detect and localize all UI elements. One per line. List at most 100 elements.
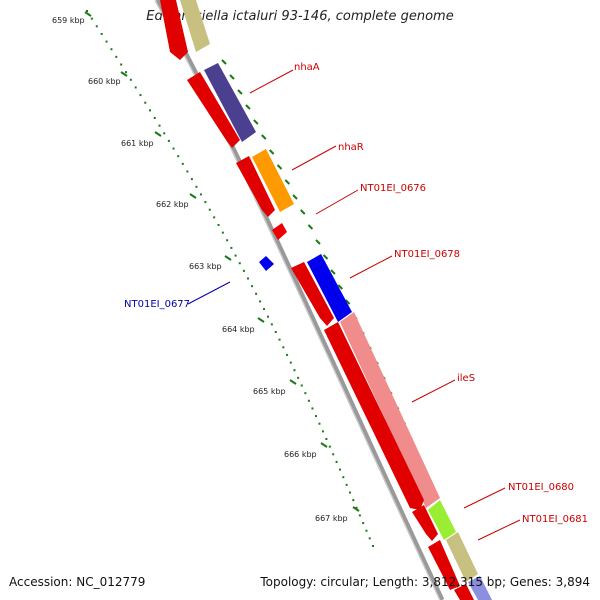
scale-dash	[229, 74, 235, 80]
scale-dot	[321, 430, 324, 433]
scale-dot	[345, 483, 348, 486]
kbp-label: 664 kbp	[222, 325, 255, 334]
scale-dot	[293, 369, 296, 372]
kbp-label: 660 kbp	[88, 77, 121, 86]
topology-text: Topology: circular; Length: 3,812,315 bp…	[260, 575, 590, 589]
scale-dash	[307, 224, 314, 230]
scale-dot	[266, 315, 269, 318]
scale-dot	[90, 17, 93, 20]
scale-dot	[311, 407, 314, 410]
kbp-major-tick	[120, 71, 128, 77]
genome-title: Edwardsiella ictaluri 93-146, complete g…	[146, 9, 454, 24]
scale-dot	[230, 246, 233, 249]
scale-dot	[181, 162, 184, 165]
kbp-major-tick	[289, 379, 297, 385]
kbp-label: 667 kbp	[315, 514, 348, 523]
gene-label-NT01EI_0676: NT01EI_0676	[360, 183, 426, 194]
scale-dot	[129, 78, 132, 81]
scale-dot	[247, 277, 249, 280]
scale-dash	[237, 89, 243, 95]
scale-dot	[289, 361, 292, 364]
scale-dot	[153, 117, 156, 119]
scale-dot	[372, 545, 374, 547]
scale-dot	[120, 63, 123, 66]
genome-backbone	[154, 0, 445, 600]
scale-dot	[297, 376, 300, 379]
scale-dot	[86, 10, 88, 12]
kbp-label: 663 kbp	[189, 262, 222, 271]
feature-red-nhaR-cds	[236, 156, 275, 217]
scale-dot	[274, 331, 277, 333]
scale-dot	[172, 147, 175, 150]
scale-dash	[245, 104, 251, 110]
feature-bottom-edge-1	[454, 584, 474, 600]
scale-dot	[348, 491, 351, 494]
scale-dot	[342, 476, 345, 479]
scale-dot	[217, 224, 220, 226]
feature-red-ileS-cds	[291, 262, 334, 326]
scale-dot	[318, 422, 321, 425]
kbp-major-tick	[84, 11, 92, 17]
scale-dash	[322, 254, 329, 260]
scale-dash	[344, 299, 351, 305]
gene-label-NT01EI_0678: NT01EI_0678	[394, 249, 460, 260]
scale-dot	[190, 178, 193, 181]
feature-red-bottom-2	[428, 540, 460, 590]
scale-dot	[352, 499, 355, 502]
scale-dash	[330, 269, 336, 275]
scale-dot	[208, 208, 211, 211]
scale-dot	[242, 269, 245, 272]
scale-dash	[284, 179, 291, 185]
kbp-major-tick	[154, 131, 162, 137]
feature-partial-khaki-top	[180, 0, 210, 52]
kbp-label: 665 kbp	[253, 387, 286, 396]
scale-dot	[177, 155, 180, 158]
scale-dot	[365, 529, 368, 532]
scale-dot	[199, 193, 202, 196]
scale-dot	[307, 399, 310, 402]
scale-dot	[167, 139, 170, 142]
scale-dot	[139, 94, 142, 97]
kbp-label: 659 kbp	[52, 16, 85, 25]
scale-dot	[204, 201, 207, 204]
scale-dot	[358, 514, 361, 517]
scale-dot	[234, 254, 237, 257]
scale-dot	[314, 415, 317, 418]
scale-dot	[221, 231, 224, 234]
feature-NT01EI_0676	[272, 223, 287, 240]
kbp-label: 661 kbp	[121, 139, 154, 148]
scale-dot	[195, 185, 198, 188]
kbp-major-tick	[320, 442, 328, 448]
scale-dot	[213, 216, 216, 219]
kbp-label: 662 kbp	[156, 200, 189, 209]
feature-NT01EI_0677	[259, 256, 274, 271]
scale-dot	[263, 308, 266, 311]
gene-label-NT01EI_0681: NT01EI_0681	[522, 514, 588, 525]
kbp-major-tick	[224, 255, 232, 261]
kbp-label: 666 kbp	[284, 450, 317, 459]
scale-dash	[276, 164, 283, 170]
scale-dot	[332, 453, 335, 456]
scale-dot	[134, 86, 137, 89]
scale-dot	[368, 537, 371, 540]
scale-dot	[110, 48, 113, 51]
feature-red-bottom-1	[412, 505, 438, 541]
scale-dot	[270, 323, 273, 326]
scale-dot	[259, 300, 262, 303]
feature-ileS	[340, 312, 440, 508]
feature-bottom-edge-2	[468, 576, 492, 600]
scale-dot	[282, 346, 285, 349]
gene-label-nhaA: nhaA	[294, 62, 320, 73]
scale-dot	[125, 71, 128, 74]
scale-dot	[163, 132, 166, 135]
scale-dot	[158, 124, 161, 127]
scale-dot	[115, 55, 118, 58]
scale-dot	[100, 32, 103, 35]
scale-dot	[325, 438, 328, 440]
scale-dot	[105, 40, 108, 43]
scale-dot	[255, 292, 258, 295]
scale-dot	[355, 506, 358, 509]
scale-dash	[337, 284, 344, 290]
scale-dot	[338, 468, 341, 471]
